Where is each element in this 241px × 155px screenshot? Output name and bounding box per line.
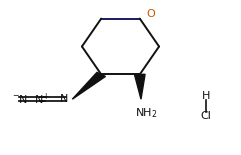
Text: N: N <box>60 94 68 104</box>
Text: Cl: Cl <box>201 111 212 121</box>
Text: $^{-}$N: $^{-}$N <box>12 93 29 105</box>
Text: O: O <box>146 9 155 19</box>
Text: NH$_2$: NH$_2$ <box>134 106 157 120</box>
Polygon shape <box>134 74 145 99</box>
Text: N$^{+}$: N$^{+}$ <box>34 92 50 107</box>
Polygon shape <box>72 72 106 99</box>
Text: H: H <box>202 91 210 101</box>
